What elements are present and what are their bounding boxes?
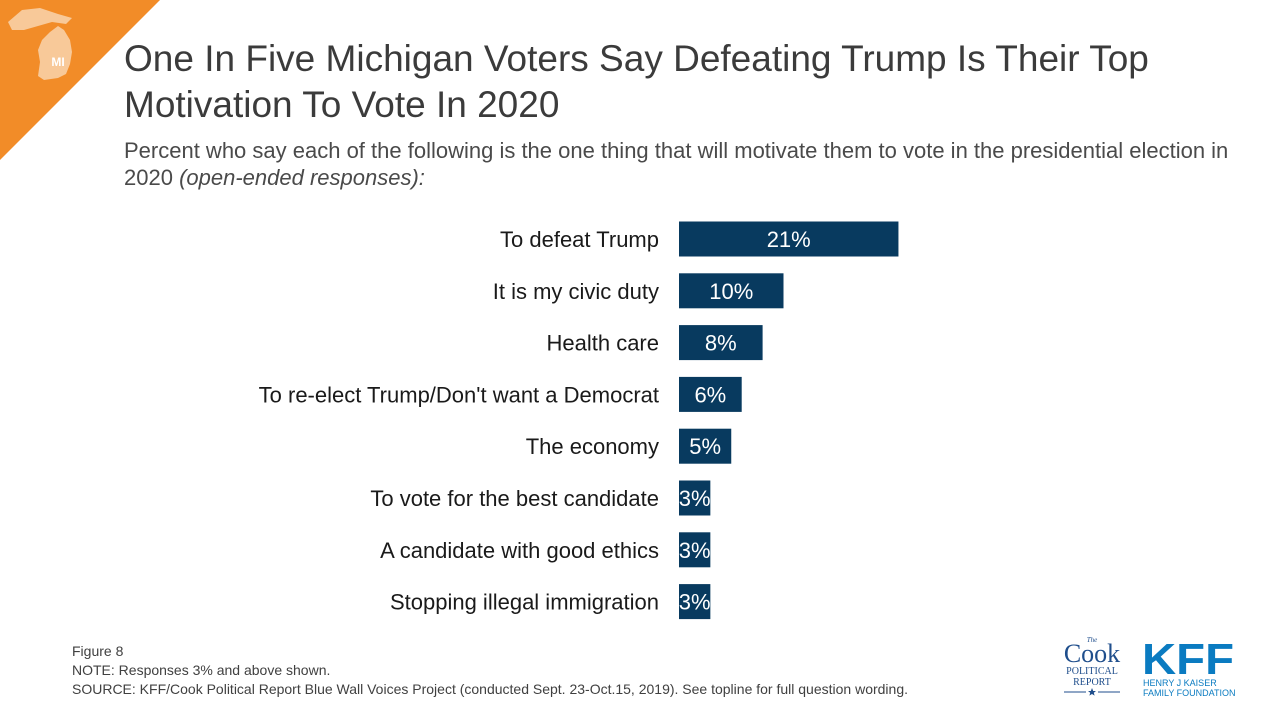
category-label: Stopping illegal immigration bbox=[390, 590, 659, 615]
bar bbox=[679, 428, 732, 464]
category-label: Health care bbox=[546, 331, 659, 356]
category-label: To defeat Trump bbox=[500, 227, 659, 252]
state-abbrev: MI bbox=[51, 55, 64, 69]
cook-logo-name: Cook bbox=[1064, 639, 1120, 668]
category-label: It is my civic duty bbox=[493, 279, 659, 304]
bar bbox=[679, 584, 711, 620]
bar-chart: To defeat Trump 21% It is my civic duty 10%… bbox=[259, 221, 899, 620]
category-label: To vote for the best candidate bbox=[370, 486, 659, 511]
bar-value-label: 10% bbox=[709, 279, 753, 304]
bar bbox=[679, 221, 899, 257]
bar-value-label: 21% bbox=[767, 227, 811, 252]
bar bbox=[679, 532, 711, 568]
footer-notes: Figure 8 NOTE: Responses 3% and above sh… bbox=[72, 642, 1052, 699]
bar-value-label: 3% bbox=[679, 486, 711, 511]
cook-logo-the: The bbox=[1087, 636, 1098, 644]
chart-subtitle: Percent who say each of the following is… bbox=[124, 137, 1244, 191]
bar-value-label: 8% bbox=[705, 331, 737, 356]
kff-logo-line1: HENRY J KAISER bbox=[1143, 678, 1217, 688]
star-icon bbox=[1088, 688, 1096, 696]
bar-value-label: 3% bbox=[679, 590, 711, 615]
category-label: To re-elect Trump/Don't want a Democrat bbox=[259, 382, 659, 407]
subtitle-note: (open-ended responses): bbox=[179, 165, 425, 190]
corner-badge: MI bbox=[0, 0, 160, 160]
category-label: The economy bbox=[526, 434, 659, 459]
bar-value-label: 3% bbox=[679, 538, 711, 563]
michigan-state-icon bbox=[8, 8, 72, 80]
cook-political-report-logo: The Cook POLITICAL REPORT bbox=[1064, 636, 1120, 696]
cook-logo-line2: REPORT bbox=[1073, 677, 1111, 688]
category-label: A candidate with good ethics bbox=[380, 538, 659, 563]
bar bbox=[679, 325, 763, 361]
bar bbox=[679, 480, 711, 516]
figure-label: Figure 8 bbox=[72, 643, 124, 659]
kff-logo: KFF HENRY J KAISER FAMILY FOUNDATION bbox=[1142, 635, 1236, 698]
source-text: SOURCE: KFF/Cook Political Report Blue W… bbox=[72, 681, 908, 697]
bar-value-label: 5% bbox=[689, 434, 721, 459]
bar bbox=[679, 376, 742, 412]
bar-value-label: 6% bbox=[694, 382, 726, 407]
kff-logo-line2: FAMILY FOUNDATION bbox=[1143, 688, 1236, 698]
kff-logo-name: KFF bbox=[1142, 635, 1234, 684]
page-title: One In Five Michigan Voters Say Defeatin… bbox=[124, 38, 1149, 125]
subtitle-text: Percent who say each of the following is… bbox=[124, 138, 1229, 190]
bar bbox=[679, 273, 784, 309]
cook-logo-line1: POLITICAL bbox=[1066, 666, 1118, 677]
note-text: NOTE: Responses 3% and above shown. bbox=[72, 662, 331, 678]
